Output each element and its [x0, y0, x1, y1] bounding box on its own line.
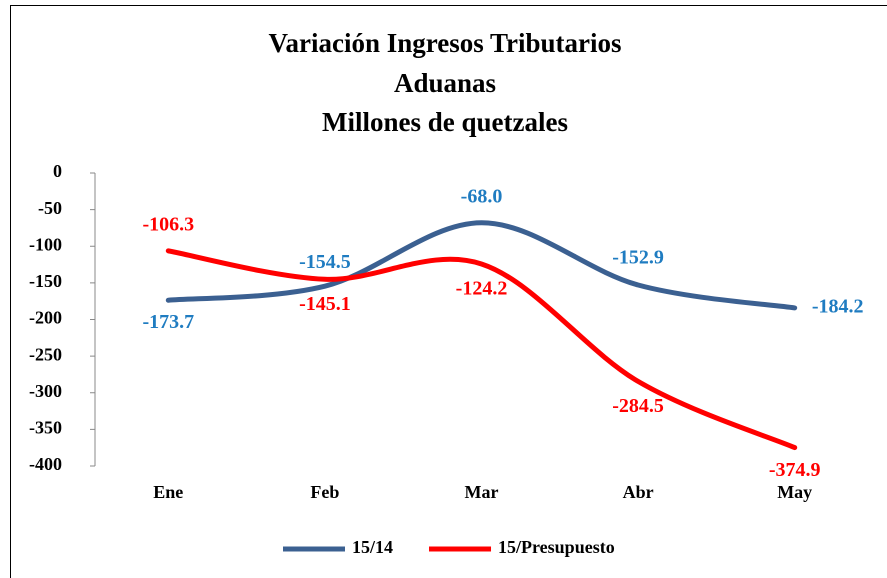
data-label: -68.0 — [461, 185, 503, 207]
data-label: -124.2 — [456, 278, 508, 300]
y-tick-label: -100 — [29, 234, 62, 254]
data-label: -152.9 — [612, 247, 664, 269]
chart-title: Millones de quetzales — [322, 107, 568, 137]
data-label: -154.5 — [299, 251, 351, 273]
x-tick-label: Feb — [310, 482, 339, 502]
data-label: -184.2 — [812, 296, 864, 318]
legend-label: 15/Presupuesto — [498, 537, 615, 557]
data-label: -106.3 — [142, 213, 194, 235]
x-tick-label: May — [777, 482, 812, 502]
data-label: -374.9 — [769, 459, 821, 481]
y-tick-label: -300 — [29, 381, 62, 401]
x-tick-label: Ene — [153, 482, 183, 502]
y-tick-label: -200 — [29, 308, 62, 328]
y-tick-label: 0 — [53, 161, 62, 181]
y-tick-label: -50 — [38, 198, 62, 218]
x-tick-label: Mar — [465, 482, 499, 502]
data-label: -284.5 — [612, 395, 664, 417]
x-tick-label: Abr — [623, 482, 654, 502]
chart-frame — [10, 5, 887, 578]
legend-label: 15/14 — [352, 537, 393, 557]
y-tick-label: -350 — [29, 418, 62, 438]
y-tick-label: -150 — [29, 271, 62, 291]
chart-title: Variación Ingresos Tributarios — [268, 28, 621, 58]
y-tick-label: -250 — [29, 344, 62, 364]
data-label: -173.7 — [142, 311, 194, 333]
chart-title: Aduanas — [394, 68, 496, 98]
data-label: -145.1 — [299, 293, 351, 315]
series-line — [165, 220, 798, 311]
y-tick-label: -400 — [29, 454, 62, 474]
series-line — [165, 248, 798, 451]
